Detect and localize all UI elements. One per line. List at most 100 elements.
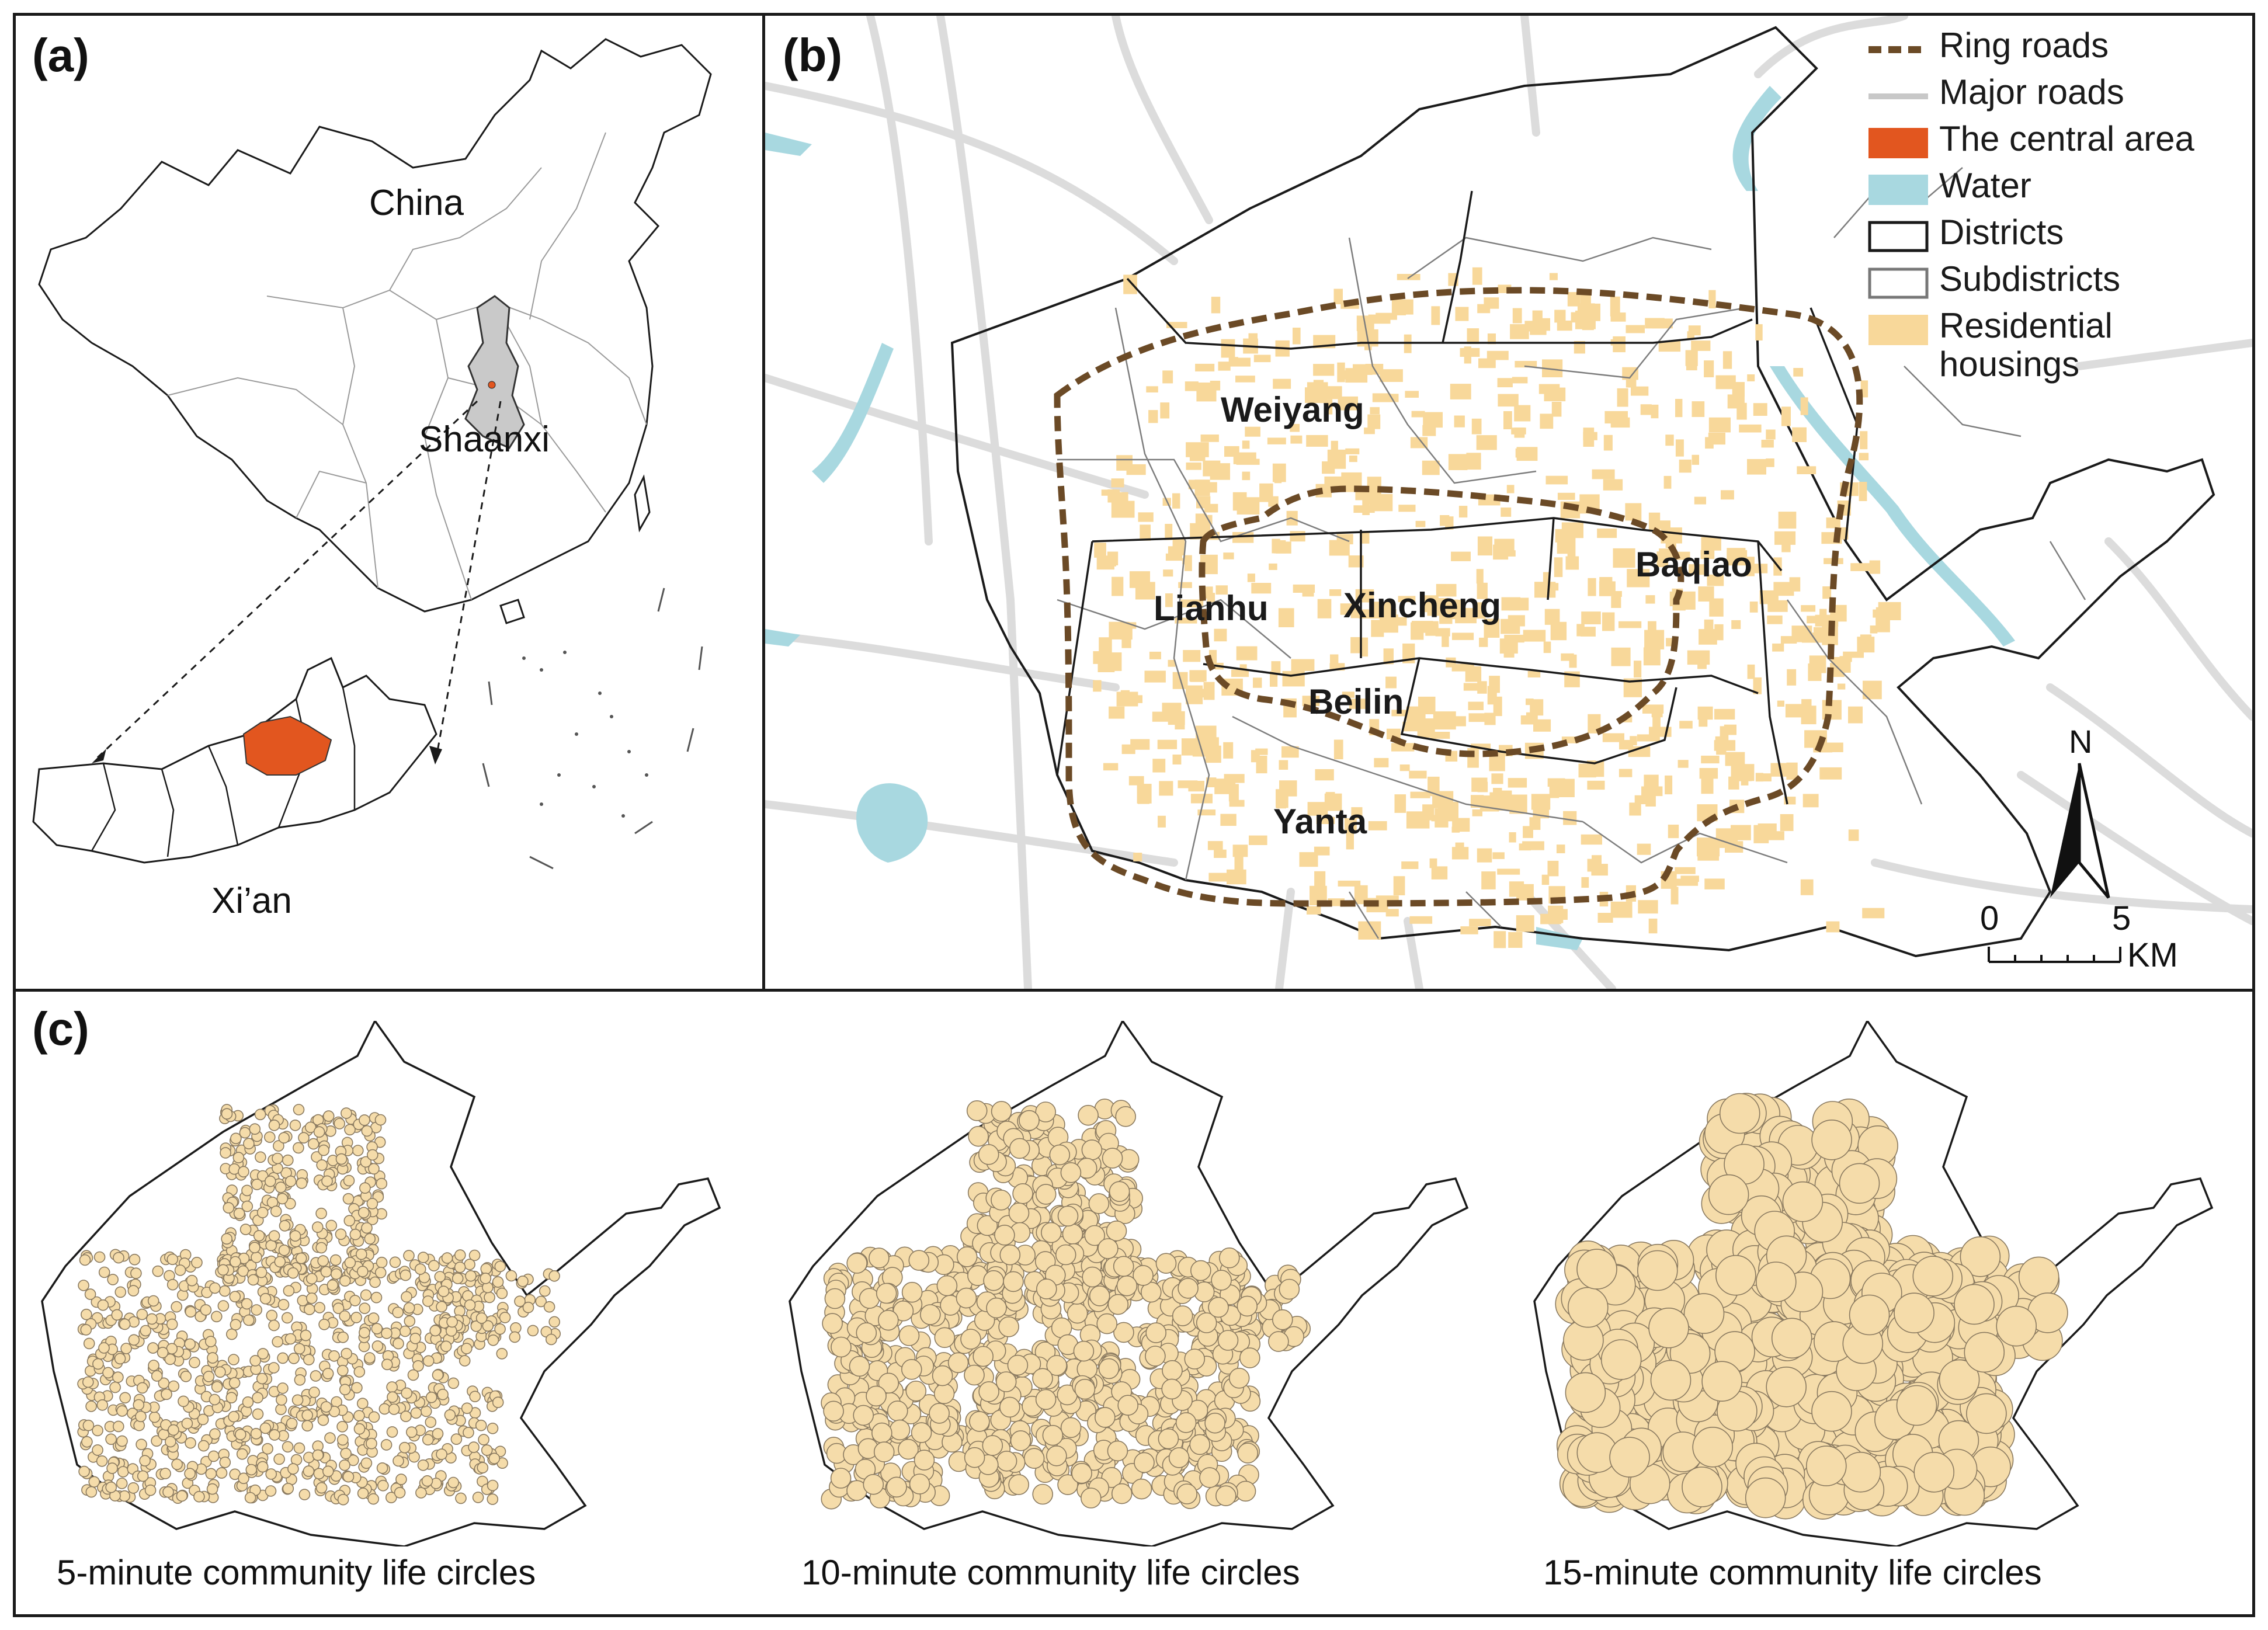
life-circle: [866, 1385, 887, 1407]
residential-patch: [1172, 493, 1180, 509]
life-circle: [487, 1334, 499, 1346]
residential-patch: [1597, 529, 1617, 538]
residential-patch: [1613, 591, 1622, 597]
scale-end-label: 5: [2112, 899, 2131, 937]
residential-patch: [1679, 459, 1692, 473]
life-circle: [355, 1248, 367, 1260]
life-circle: [1107, 1294, 1129, 1315]
life-circle: [1035, 1101, 1057, 1122]
residential-patch: [1651, 404, 1659, 419]
life-circle: [414, 1263, 426, 1275]
life-circle: [220, 1147, 231, 1159]
life-circle: [499, 1312, 511, 1323]
life-circle: [259, 1422, 272, 1434]
residential-patch: [1716, 743, 1727, 755]
life-circle: [1032, 1483, 1054, 1505]
life-circle: [367, 1493, 380, 1505]
life-circle: [275, 1181, 287, 1193]
life-circle: [256, 1372, 268, 1385]
life-circle: [334, 1118, 346, 1129]
residential-patch: [1625, 503, 1642, 521]
life-circle: [1162, 1360, 1183, 1381]
life-circle: [314, 1302, 326, 1313]
life-circle: [322, 1368, 334, 1379]
life-circle: [370, 1291, 383, 1304]
life-circle: [162, 1486, 174, 1498]
residential-patch: [1406, 706, 1426, 723]
life-circle: [116, 1478, 128, 1489]
life-circle: [1196, 1312, 1217, 1333]
life-circle: [92, 1444, 103, 1456]
residential-patch: [1514, 428, 1525, 438]
life-circle: [1811, 1391, 1852, 1432]
life-circle: [1084, 1225, 1106, 1246]
residential-patch: [1348, 555, 1364, 568]
life-circle: [268, 1120, 280, 1131]
life-circle: [1204, 1412, 1225, 1434]
residential-patch: [1196, 725, 1217, 740]
life-circle: [425, 1416, 437, 1429]
life-circle: [139, 1455, 151, 1467]
residential-patch: [1211, 297, 1221, 314]
life-circle: [898, 1325, 920, 1346]
residential-patch: [1223, 742, 1234, 759]
residential-patch: [1149, 651, 1161, 659]
residential-patch: [1306, 435, 1328, 447]
life-circle: [2018, 1256, 2059, 1298]
life-circle: [437, 1285, 450, 1298]
life-circle: [478, 1434, 489, 1445]
residential-patch: [1800, 879, 1814, 895]
residential-patch: [1627, 569, 1650, 588]
residential-patch: [1787, 669, 1797, 686]
residential-patch: [1159, 781, 1173, 796]
life-circle: [441, 1252, 453, 1264]
life-circle: [293, 1104, 305, 1115]
residential-patch: [1409, 916, 1433, 924]
residential-patch: [1508, 932, 1523, 948]
life-circle: [1896, 1385, 1937, 1426]
life-circle: [251, 1304, 263, 1316]
life-circle: [1071, 1462, 1092, 1484]
life-circle: [1080, 1487, 1102, 1509]
residential-patch: [1637, 843, 1651, 855]
residential-patch: [1503, 411, 1512, 429]
residential-patch: [1121, 640, 1131, 648]
life-circle: [846, 1253, 867, 1274]
life-circle: [364, 1352, 376, 1364]
life-circle: [278, 1132, 290, 1144]
life-circle: [1113, 1322, 1134, 1343]
life-circle: [492, 1396, 504, 1409]
life-circle: [321, 1175, 333, 1187]
life-circle: [1008, 1474, 1030, 1495]
life-circle: [361, 1125, 373, 1137]
life-circle: [166, 1253, 179, 1266]
residential-patch: [1484, 618, 1500, 638]
life-circle: [1692, 1426, 1734, 1468]
residential-patch: [1349, 456, 1357, 463]
life-circle: [417, 1459, 429, 1471]
life-circle: [263, 1131, 276, 1143]
residential-patch: [1463, 683, 1483, 691]
life-circle: [863, 1473, 884, 1495]
life-circle: [119, 1392, 131, 1404]
life-circle: [301, 1409, 314, 1422]
life-circle: [228, 1354, 239, 1365]
life-circle: [973, 1346, 994, 1367]
residential-patch: [1130, 739, 1150, 750]
residential-patch: [1640, 404, 1652, 415]
life-circle-map-10min: [789, 1021, 1469, 1546]
life-circle: [276, 1394, 287, 1406]
life-circle-map-15min: [1533, 1021, 2214, 1546]
residential-patch: [1772, 643, 1784, 652]
residential-patch: [1591, 864, 1608, 876]
residential-patch: [1175, 617, 1197, 624]
life-circle: [161, 1388, 172, 1400]
life-circle: [1009, 1138, 1030, 1159]
legend-item-subdistricts: Subdistricts: [1866, 260, 2194, 307]
residential-patch: [1429, 858, 1437, 868]
life-circle: [444, 1409, 456, 1421]
life-circle: [178, 1395, 189, 1407]
life-circle: [244, 1492, 256, 1504]
life-circle: [481, 1444, 493, 1456]
life-circle: [392, 1306, 404, 1319]
